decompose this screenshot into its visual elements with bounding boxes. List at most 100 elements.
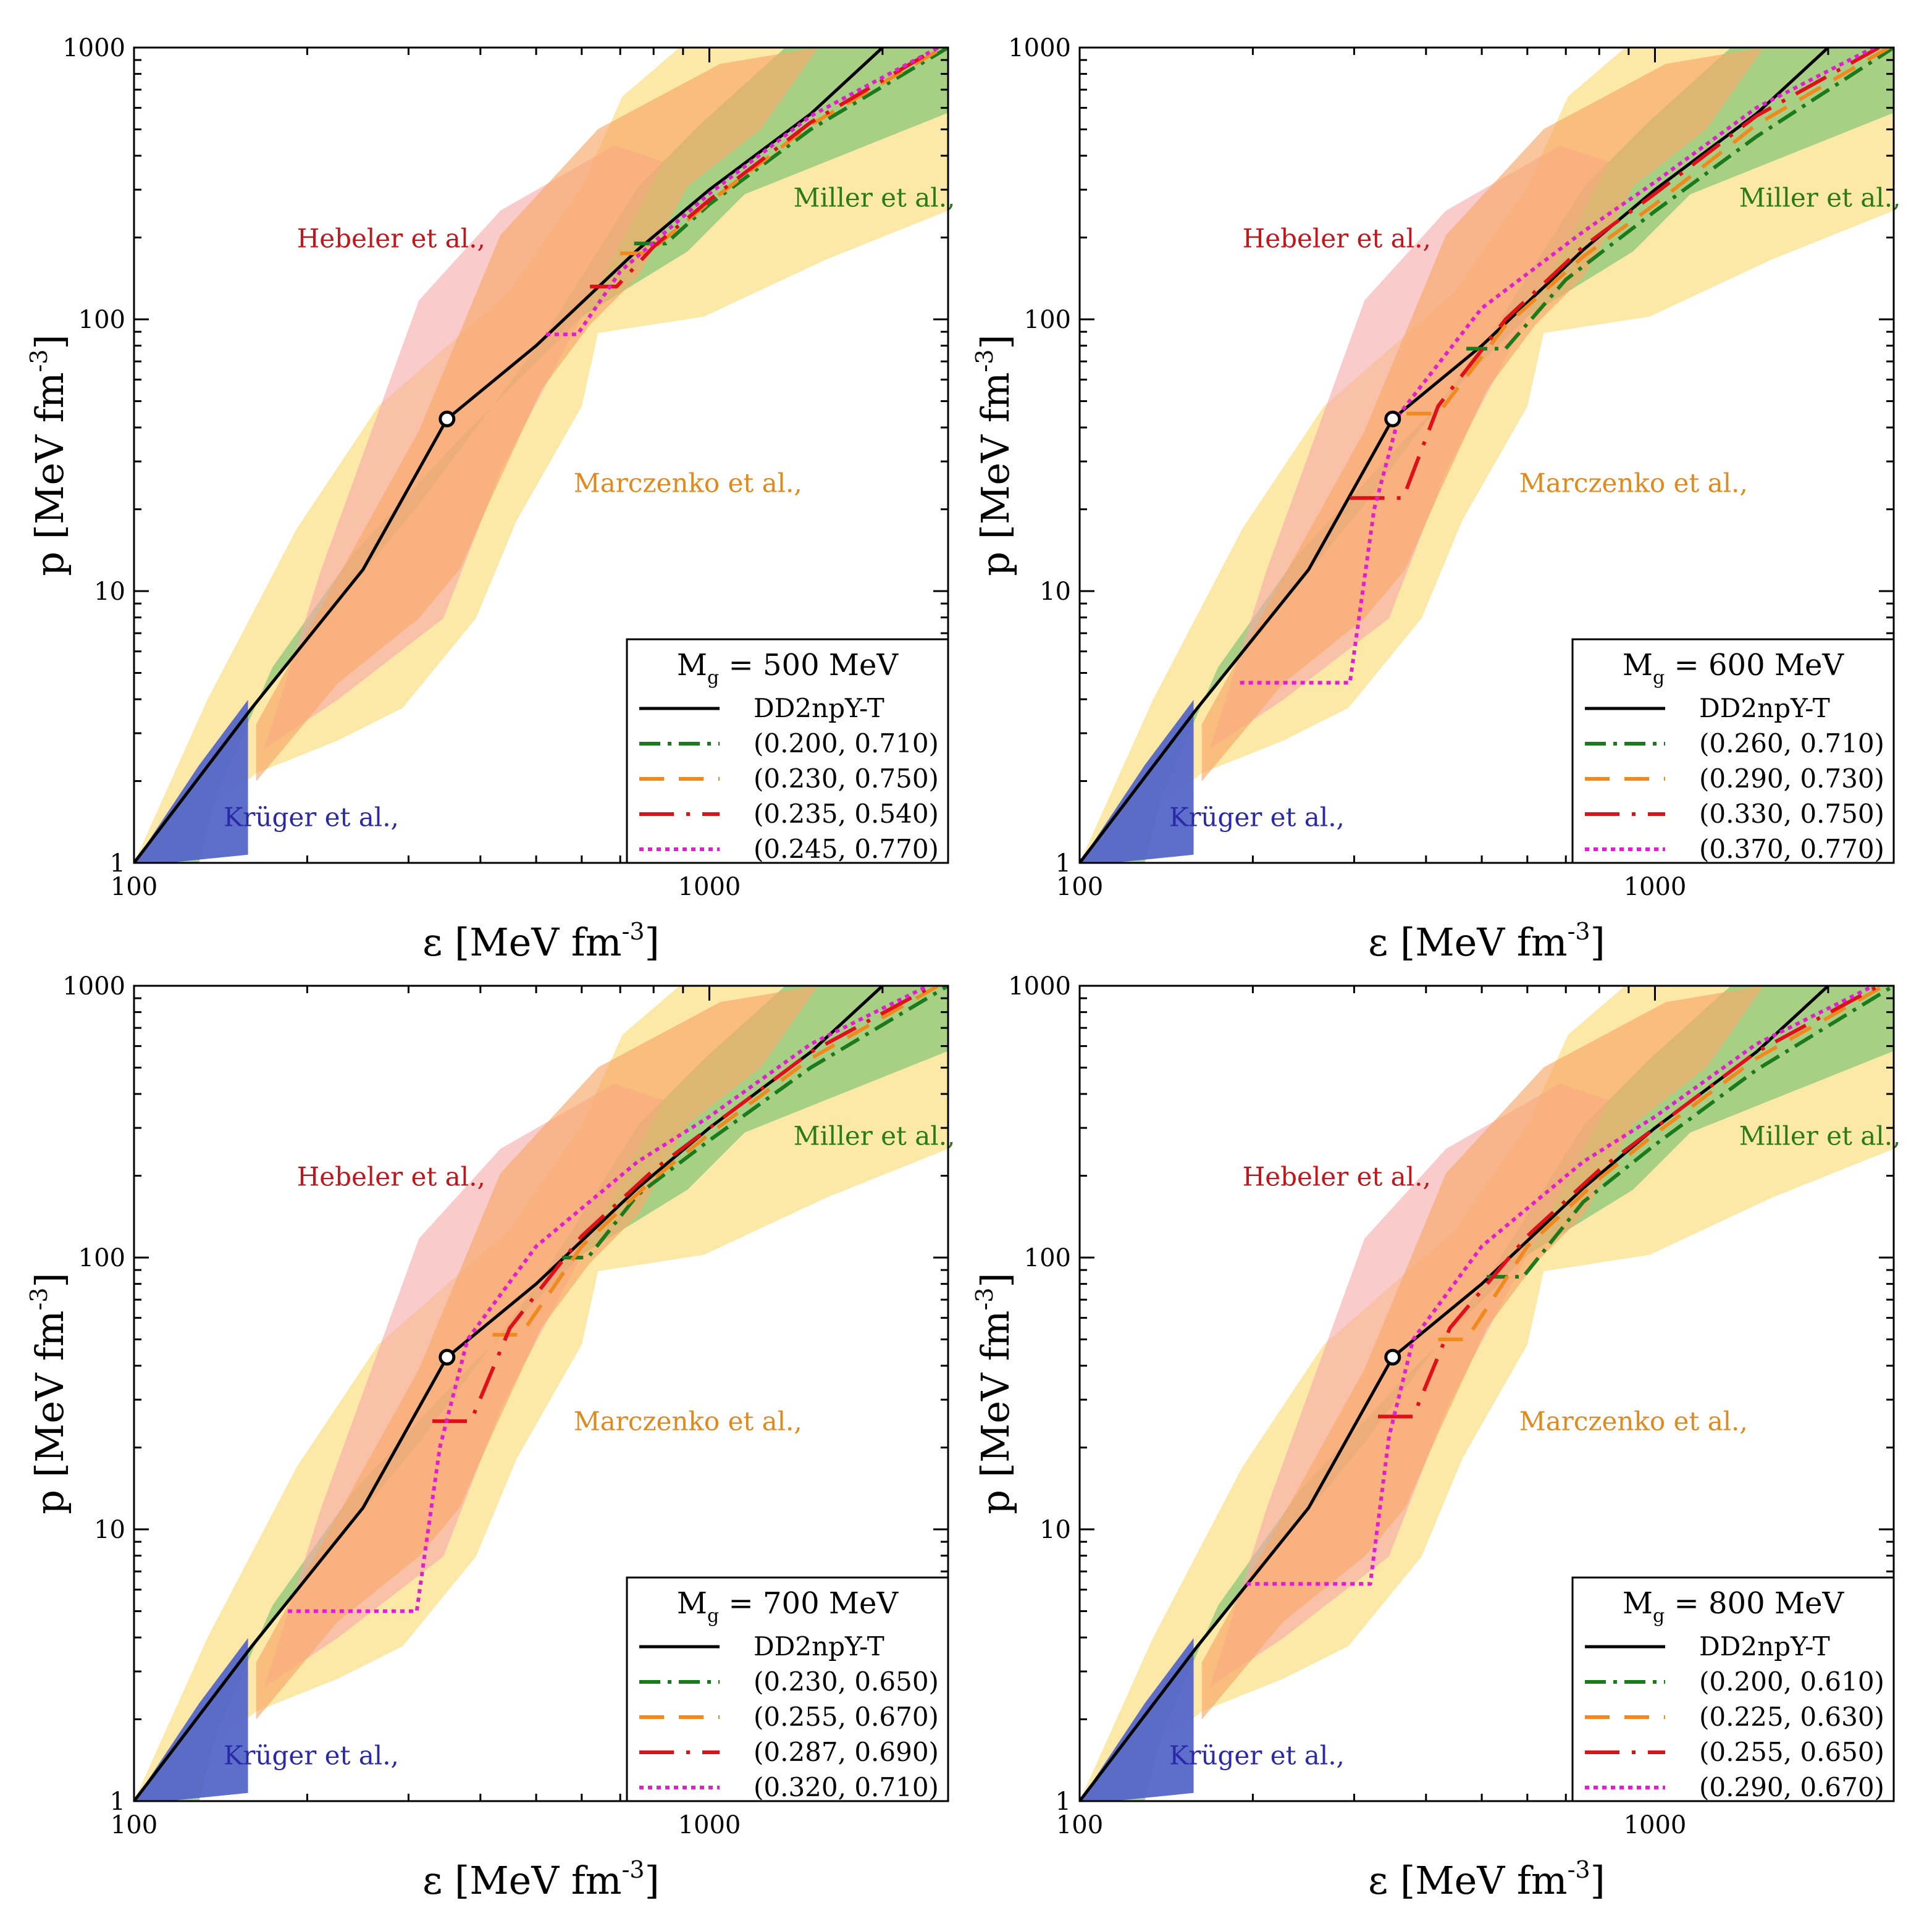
x-tick-label: 1000 [678,1811,741,1839]
plot-area [1080,48,1894,863]
x-tick-label: 1000 [1624,873,1687,901]
legend-entry-2: (0.290, 0.730) [1699,763,1884,794]
region-label-2: Miller et al., [1739,1120,1901,1151]
legend-entry-1: (0.260, 0.710) [1699,728,1884,758]
legend-entry-4: (0.245, 0.770) [754,834,939,864]
constraint-band-4 [1080,1638,1194,1801]
series-line-0 [1080,48,1829,863]
region-label-1: Marczenko et al., [574,1406,802,1436]
region-label-3: Krüger et al., [1169,1741,1345,1771]
constraint-band-3 [1201,48,1764,781]
chart-panel-1: Hebeler et al., Marczenko et al., Miller e… [25,34,955,965]
x-tick-label: 1000 [1624,1811,1687,1839]
constraint-band-3 [256,986,818,1720]
legend-entry-4: (0.290, 0.670) [1699,1772,1884,1802]
y-tick-label: 100 [78,1244,125,1272]
series-line-4 [1240,48,1875,685]
legend-entry-1: (0.200, 0.610) [1699,1666,1884,1697]
series-line-1 [1466,48,1894,351]
legend-entry-3: (0.330, 0.750) [1699,799,1884,829]
legend-entry-0: DD2npY-T [1699,693,1830,723]
legend: Mg = 500 MeV DD2npY-T (0.200, 0.710) (0.230… [626,638,949,864]
onset-marker [1384,410,1401,427]
constraint-band-4 [1080,700,1194,863]
series-line-4 [1246,986,1875,1586]
legend-title: Mg = 500 MeV [677,648,899,689]
y-tick-label: 10 [94,1516,125,1544]
onset-marker [439,1348,456,1366]
x-axis-label: ε [MeV fm-3] [1368,1856,1605,1903]
legend-frame [1571,638,1895,864]
legend-entry-1: (0.200, 0.710) [754,728,939,758]
legend-entry-3: (0.287, 0.690) [754,1737,939,1767]
series-line-3 [432,986,934,1423]
y-tick-label: 1000 [1008,34,1071,62]
region-label-0: Hebeler et al., [1243,1161,1431,1191]
x-tick-label: 100 [111,873,158,901]
y-tick-label: 100 [1024,1244,1071,1272]
legend-entry-3: (0.235, 0.540) [754,799,939,829]
legend-title: Mg = 700 MeV [677,1586,899,1627]
plot-area [134,986,948,1801]
legend: Mg = 800 MeV DD2npY-T (0.200, 0.610) (0.225… [1571,1576,1895,1802]
chart-panel-4: Hebeler et al., Marczenko et al., Miller e… [971,972,1900,1903]
y-axis-label: p [MeV fm-3] [25,334,72,576]
y-tick-label: 1000 [62,972,125,1001]
y-tick-label: 1 [110,1788,125,1816]
constraint-band-4 [134,700,248,863]
series-line-2 [1438,986,1885,1342]
region-label-1: Marczenko et al., [574,468,802,498]
y-axis-label: p [MeV fm-3] [25,1272,72,1514]
legend-entry-3: (0.255, 0.650) [1699,1737,1884,1767]
region-label-2: Miller et al., [1739,182,1901,212]
region-label-0: Hebeler et al., [1243,223,1431,253]
onset-marker [439,410,456,427]
legend-frame [1571,1576,1895,1802]
region-label-1: Marczenko et al., [1519,468,1748,498]
series-line-1 [1487,986,1894,1279]
y-tick-label: 10 [1040,1516,1071,1544]
y-tick-label: 100 [1024,306,1071,334]
region-label-3: Krüger et al., [1169,802,1345,833]
plot-area [134,48,948,863]
series-line-3 [1378,986,1880,1419]
axes-frame [133,985,949,1802]
legend-entry-2: (0.225, 0.630) [1699,1702,1884,1732]
y-tick-label: 1000 [1008,972,1071,1001]
region-label-3: Krüger et al., [224,1741,399,1771]
legend-title: Mg = 800 MeV [1623,1586,1845,1627]
legend-entry-1: (0.230, 0.650) [754,1666,939,1697]
constraint-band-4 [134,1638,248,1801]
legend-entry-2: (0.255, 0.670) [754,1702,939,1732]
region-label-0: Hebeler et al., [297,223,485,253]
chart-panel-3: Hebeler et al., Marczenko et al., Miller e… [25,972,955,1903]
legend-entry-4: (0.370, 0.770) [1699,834,1884,864]
x-tick-label: 100 [1056,1811,1103,1839]
y-tick-label: 1 [1056,1788,1071,1816]
x-axis-label: ε [MeV fm-3] [422,1856,660,1903]
y-tick-label: 10 [1040,578,1071,606]
axes-frame [133,46,949,864]
series-line-3 [1350,48,1880,500]
plot-area [1080,986,1894,1801]
series-line-2 [1406,48,1890,416]
legend-entry-0: DD2npY-T [1699,1631,1830,1662]
y-tick-label: 10 [94,578,125,606]
region-label-3: Krüger et al., [224,802,399,833]
constraint-band-3 [1201,986,1764,1720]
region-label-1: Marczenko et al., [1519,1406,1748,1436]
axes-frame [1078,985,1895,1802]
legend-entry-0: DD2npY-T [754,693,884,723]
legend-title: Mg = 600 MeV [1623,648,1845,689]
x-axis-label: ε [MeV fm-3] [1368,918,1605,965]
legend-entry-4: (0.320, 0.710) [754,1772,939,1802]
series-line-0 [134,48,884,863]
y-axis-label: p [MeV fm-3] [971,334,1018,576]
x-axis-label: ε [MeV fm-3] [422,918,660,965]
legend-frame [626,638,949,864]
chart-panel-2: Hebeler et al., Marczenko et al., Miller e… [971,34,1900,965]
axes-frame [1078,46,1895,864]
y-axis-label: p [MeV fm-3] [971,1272,1018,1514]
series-line-1 [634,48,948,246]
